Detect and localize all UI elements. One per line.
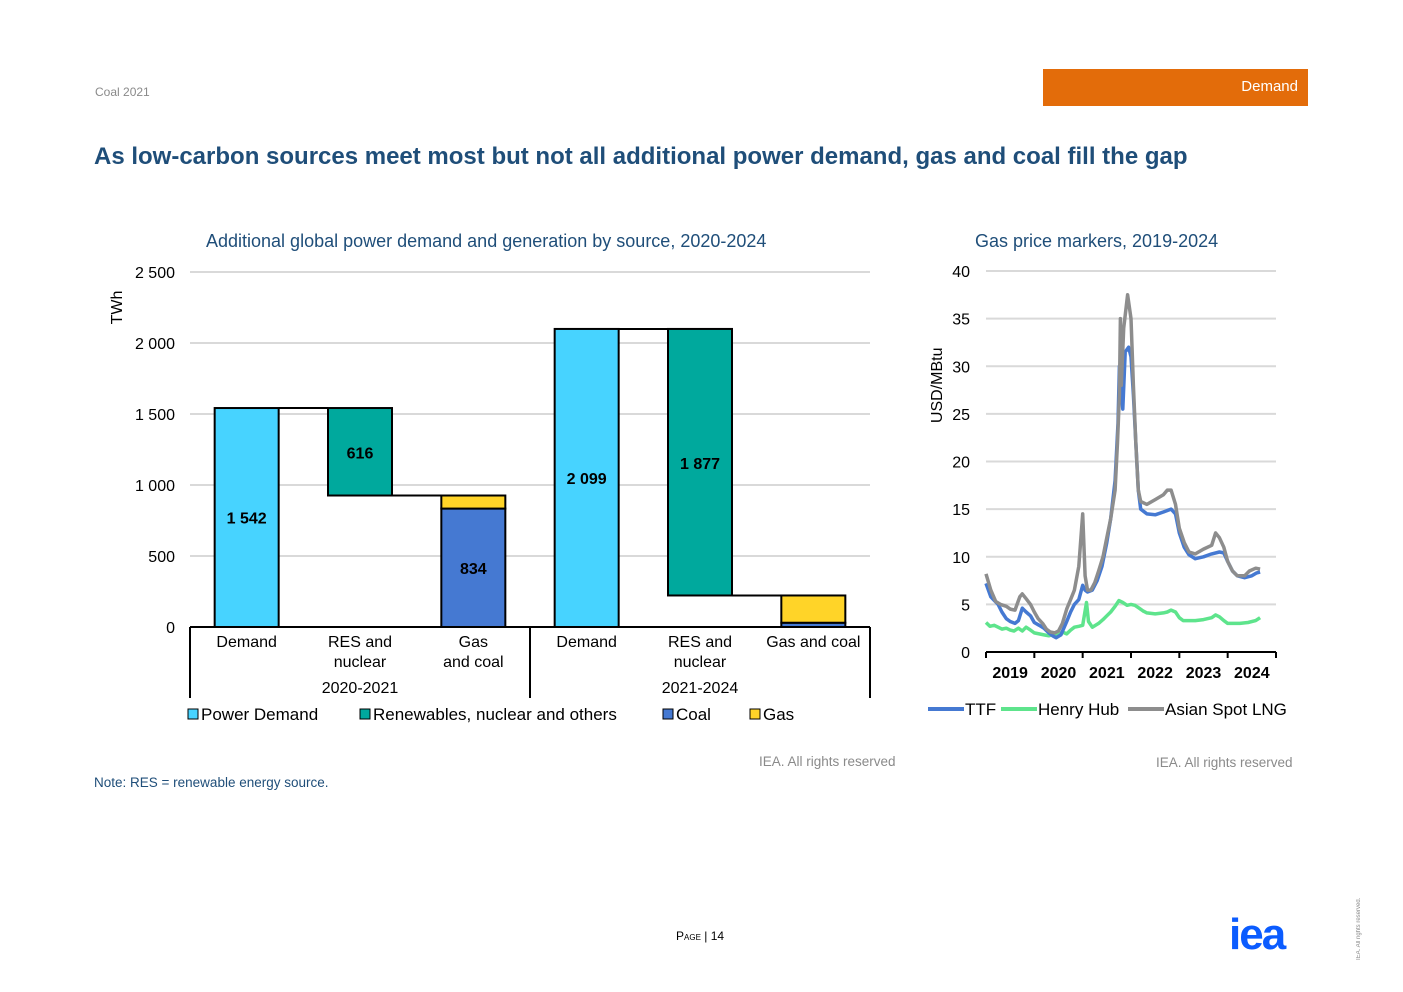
- x-category-label: nuclear: [674, 654, 727, 671]
- data-label: 1 877: [680, 456, 720, 473]
- legend-label: Renewables, nuclear and others: [373, 705, 617, 724]
- x-category-label: nuclear: [334, 654, 387, 671]
- y-tick-label: 25: [952, 407, 970, 424]
- y-tick-label: 2 500: [135, 265, 175, 282]
- x-tick-label: 2021: [1089, 665, 1125, 682]
- page-headline: As low-carbon sources meet most but not …: [94, 143, 1188, 170]
- y-tick-label: 500: [148, 549, 175, 566]
- y-tick-label: 35: [952, 312, 970, 329]
- line-chart-title: Gas price markers, 2019-2024: [975, 231, 1219, 251]
- y-tick-label: 10: [952, 550, 970, 567]
- x-category-label: and coal: [443, 654, 504, 671]
- x-category-label: Gas: [459, 634, 488, 651]
- waterfall-source-note: IEA. All rights reserved: [759, 754, 896, 769]
- bar-segment: [213, 407, 280, 628]
- waterfall-chart-title: Additional global power demand and gener…: [206, 231, 767, 251]
- y-tick-label: 1 000: [135, 478, 175, 495]
- page-word: Page: [676, 929, 701, 943]
- y-axis-label: USD/MBtu: [929, 348, 946, 424]
- x-category-label: Gas and coal: [766, 634, 860, 651]
- legend-label: Henry Hub: [1038, 700, 1119, 719]
- y-tick-label: 30: [952, 359, 970, 376]
- legend-label: TTF: [965, 700, 996, 719]
- x-tick-label: 2024: [1234, 665, 1270, 682]
- legend-swatch: [359, 708, 371, 720]
- series-line: [984, 345, 1261, 640]
- data-label: 1 542: [227, 511, 267, 528]
- x-tick-label: 2020: [1041, 665, 1077, 682]
- data-label: 834: [460, 561, 487, 578]
- series-line: [984, 598, 1262, 638]
- document-label: Coal 2021: [95, 85, 150, 99]
- legend-swatch: [187, 708, 199, 720]
- legend-label: Coal: [676, 705, 711, 724]
- side-rights-notice: IEA. All rights reserved.: [1356, 897, 1362, 960]
- y-tick-label: 2 000: [135, 336, 175, 353]
- x-category-label: RES and: [668, 634, 732, 651]
- y-tick-label: 1 500: [135, 407, 175, 424]
- x-category-label: RES and: [328, 634, 392, 651]
- legend-swatch: [662, 708, 674, 720]
- x-tick-label: 2023: [1186, 665, 1222, 682]
- bar-segment: [667, 327, 733, 597]
- legend-label: Gas: [763, 705, 794, 724]
- bar-segment: [440, 494, 507, 510]
- data-label: 616: [347, 445, 374, 462]
- bar-segment: [780, 594, 847, 624]
- data-label: 2 099: [567, 471, 607, 488]
- iea-logo: iea: [1229, 916, 1289, 954]
- page-number: Page | 14: [676, 929, 724, 943]
- x-group-label: 2020-2021: [322, 680, 399, 697]
- y-tick-label: 0: [166, 620, 175, 637]
- page-separator: |: [704, 929, 708, 943]
- section-tag: Demand: [1043, 69, 1308, 106]
- y-tick-label: 15: [952, 502, 970, 519]
- legend-label: Asian Spot LNG: [1165, 700, 1287, 719]
- x-category-label: Demand: [556, 634, 616, 651]
- footnote: Note: RES = renewable energy source.: [94, 775, 329, 790]
- y-tick-label: 5: [961, 597, 970, 614]
- bar-segment: [327, 407, 393, 497]
- y-tick-label: 20: [952, 455, 970, 472]
- x-tick-label: 2022: [1137, 665, 1173, 682]
- line-chart: 0 5 10 15 20 25 30 35 40 USD/MBtu 2019 2020 2021 2022…: [928, 264, 1287, 719]
- bar-segment: [553, 327, 620, 629]
- line-source-note: IEA. All rights reserved: [1156, 755, 1293, 770]
- legend-swatch: [749, 708, 761, 720]
- x-group-label: 2021-2024: [662, 680, 739, 697]
- x-category-label: Demand: [216, 634, 276, 651]
- legend-label: Power Demand: [201, 705, 318, 724]
- page-number-value: 14: [710, 929, 725, 943]
- y-axis-label: TWh: [109, 291, 126, 325]
- y-tick-label: 40: [952, 264, 970, 281]
- y-tick-label: 0: [961, 645, 970, 662]
- x-tick-label: 2019: [992, 665, 1028, 682]
- waterfall-chart: 0 500 1 000 1 500 2 000 2 500 TWh 1 542 Demand 61…: [109, 265, 871, 724]
- iea-logo-text: iea: [1229, 916, 1287, 954]
- series-line: [984, 293, 1261, 635]
